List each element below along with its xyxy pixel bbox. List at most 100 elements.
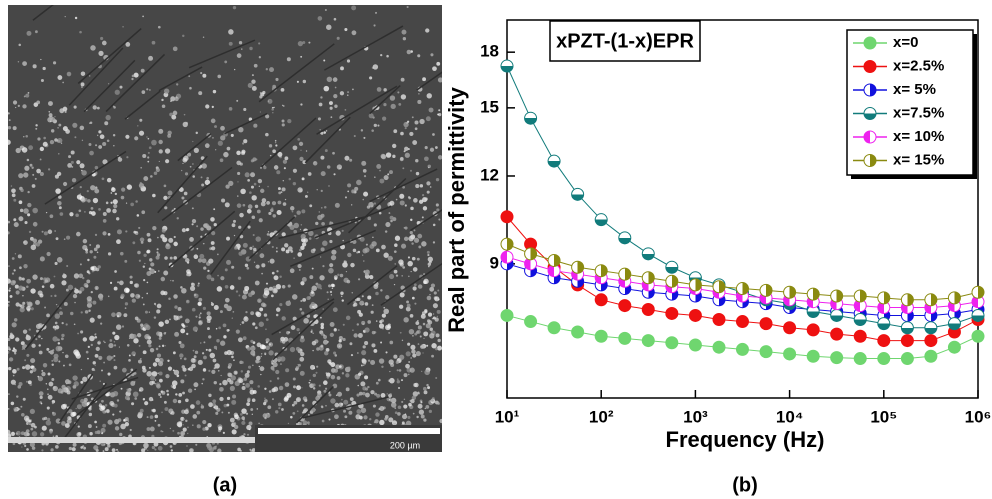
sem-particle xyxy=(429,286,435,292)
sem-particle xyxy=(242,242,248,248)
sem-particle xyxy=(436,61,441,66)
sem-particle xyxy=(259,253,265,259)
sem-particle xyxy=(90,266,95,271)
sem-particle xyxy=(181,323,185,327)
sem-particle xyxy=(389,370,391,373)
sem-particle xyxy=(224,268,228,272)
data-point xyxy=(806,287,820,301)
sem-particle xyxy=(336,36,340,40)
data-point xyxy=(735,315,749,329)
sem-particle xyxy=(146,232,151,237)
sem-particle xyxy=(138,344,141,347)
sem-particle xyxy=(431,354,434,358)
sem-particle xyxy=(163,88,170,94)
sem-particle xyxy=(189,285,196,291)
sem-particle xyxy=(153,316,157,319)
sem-particle xyxy=(286,57,291,62)
sem-particle xyxy=(111,448,116,452)
sem-particle xyxy=(39,293,44,298)
sem-particle xyxy=(155,167,160,173)
sem-particle xyxy=(73,323,76,326)
sem-particle xyxy=(35,338,38,341)
sem-particle xyxy=(343,399,349,405)
sem-particle xyxy=(430,53,434,57)
sem-particle xyxy=(192,175,195,178)
sem-particle xyxy=(373,223,377,227)
sem-particle xyxy=(26,353,30,357)
sem-particle xyxy=(214,363,220,369)
sem-particle xyxy=(375,291,379,296)
sem-particle xyxy=(124,307,127,310)
data-point xyxy=(665,306,679,320)
sem-particle xyxy=(143,442,149,449)
sem-particle xyxy=(363,175,367,178)
sem-particle xyxy=(275,144,278,147)
sem-particle xyxy=(165,373,170,379)
sem-particle xyxy=(390,103,396,110)
sem-particle xyxy=(136,333,142,338)
sem-particle xyxy=(168,297,171,300)
sem-particle xyxy=(287,284,291,288)
sem-particle xyxy=(201,183,205,187)
sem-particle xyxy=(191,363,196,369)
sem-particle xyxy=(164,319,170,325)
sem-particle xyxy=(412,267,418,272)
sem-particle xyxy=(302,160,307,165)
sem-particle xyxy=(143,176,149,182)
sem-particle xyxy=(145,324,151,331)
sem-particle xyxy=(233,422,237,426)
sem-particle xyxy=(272,112,274,114)
sem-particle xyxy=(139,237,145,242)
data-point xyxy=(877,291,891,305)
sem-particle xyxy=(236,150,241,156)
sem-particle xyxy=(43,136,46,140)
sem-particle xyxy=(240,412,243,416)
sem-particle xyxy=(273,288,278,293)
sem-particle xyxy=(237,447,241,452)
sem-particle xyxy=(147,449,149,451)
sem-particle xyxy=(49,214,54,219)
sem-particle xyxy=(414,382,419,388)
sem-particle xyxy=(370,310,374,314)
sem-particle xyxy=(224,351,228,355)
sem-particle xyxy=(370,390,375,395)
sem-particle xyxy=(267,261,270,263)
sem-particle xyxy=(121,187,126,192)
sem-particle xyxy=(71,447,76,452)
sem-particle xyxy=(250,339,254,343)
data-point xyxy=(830,289,844,303)
sem-particle xyxy=(258,185,260,187)
sem-particle xyxy=(148,55,154,61)
sem-particle xyxy=(383,306,386,309)
sem-particle xyxy=(26,448,29,451)
sem-particle xyxy=(113,403,118,408)
sem-particle xyxy=(349,397,354,402)
sem-particle xyxy=(421,216,424,219)
sem-particle xyxy=(87,199,91,203)
sem-particle xyxy=(247,82,253,88)
sem-particle xyxy=(20,431,25,436)
sem-particle xyxy=(263,313,268,317)
sem-particle xyxy=(349,158,353,162)
sem-particle xyxy=(31,367,37,372)
sem-particle xyxy=(221,198,226,203)
sem-particle xyxy=(300,103,303,106)
sem-particle xyxy=(312,332,314,334)
sem-particle xyxy=(157,372,159,374)
sem-particle xyxy=(318,102,323,107)
sem-particle xyxy=(55,345,62,352)
sem-particle xyxy=(325,387,328,390)
sem-particle xyxy=(170,100,172,103)
sem-particle xyxy=(412,140,418,145)
sem-particle xyxy=(398,102,402,106)
sem-particle xyxy=(412,353,417,358)
sem-particle xyxy=(351,30,357,36)
data-point xyxy=(500,59,514,73)
sem-particle xyxy=(102,340,105,343)
sem-particle xyxy=(142,350,147,355)
sem-particle xyxy=(11,349,14,352)
sem-particle xyxy=(230,133,234,137)
sem-particle xyxy=(293,229,298,234)
sem-particle xyxy=(271,201,277,206)
sem-particle xyxy=(232,310,235,313)
